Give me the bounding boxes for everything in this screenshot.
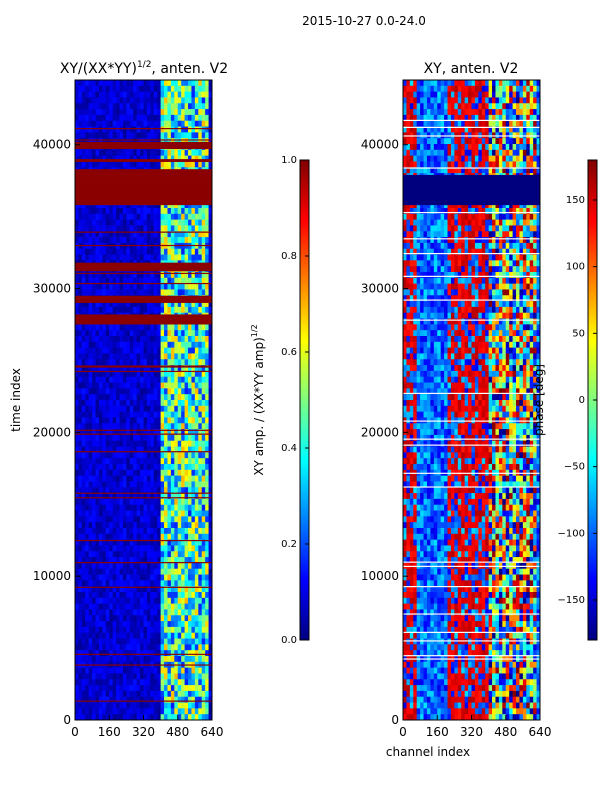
- panel-amplitude: XY/(XX*YY)1/2, anten. V2 time index 0 160…: [9, 60, 228, 739]
- x-tick-label: 640: [201, 725, 224, 739]
- phase-title: XY, anten. V2: [424, 61, 519, 77]
- amplitude-title-suffix: , anten. V2: [151, 61, 228, 77]
- y-tick-label: 20000: [33, 425, 71, 439]
- colorbar-tick-label: 150: [566, 195, 585, 206]
- x-tick-label: 320: [460, 725, 483, 739]
- y-tick-label: 20000: [361, 425, 399, 439]
- colorbar-tick-label: 0.0: [281, 635, 297, 646]
- amplitude-title: XY/(XX*YY)1/2, anten. V2: [60, 60, 228, 77]
- phase-colorbar-label: phase [deg]: [532, 364, 546, 436]
- colorbar-tick-label: 0.4: [281, 443, 297, 454]
- colorbar-tick-label: −50: [564, 462, 585, 473]
- x-tick-label: 160: [426, 725, 449, 739]
- y-tick-label: 0: [63, 713, 71, 727]
- amplitude-colorbar: 0.0 0.2 0.4 0.6 0.8 1.0 XY amp. / (XX*YY amp)…: [250, 155, 310, 646]
- amplitude-colorbar-label-main: XY amp. / (XX*YY amp): [252, 337, 266, 475]
- panel-phase: XY, anten. V2 channel index 0 160 320 480 64…: [361, 61, 552, 759]
- y-tick-label: 30000: [33, 282, 71, 296]
- x-tick-label: 0: [399, 725, 407, 739]
- x-tick-label: 320: [132, 725, 155, 739]
- y-tick-label: 30000: [361, 282, 399, 296]
- amplitude-title-exponent: 1/2: [137, 60, 151, 70]
- colorbar-tick-label: 100: [566, 262, 585, 273]
- y-tick-label: 40000: [361, 138, 399, 152]
- y-tick-label: 10000: [361, 569, 399, 583]
- colorbar-tick-label: 0.2: [281, 539, 297, 550]
- colorbar-tick-label: 0.6: [281, 347, 297, 358]
- figure-title: 2015-10-27 0.0-24.0: [302, 14, 426, 28]
- colorbar-tick-label: −150: [558, 595, 585, 606]
- amplitude-colorbar-label: XY amp. / (XX*YY amp)1/2: [250, 324, 266, 475]
- phase-heatmap: [403, 80, 540, 720]
- amplitude-y-label: time index: [9, 368, 23, 432]
- colorbar-tick-label: 50: [572, 328, 585, 339]
- phase-x-label: channel index: [386, 745, 470, 759]
- phase-colorbar-ticks: −150 −100 −50 0 50 100 150: [558, 195, 597, 606]
- amplitude-axis-ticks: 0 160 320 480 640 0 10000 20000 30000 40000: [33, 138, 224, 739]
- y-tick-label: 0: [391, 713, 399, 727]
- amplitude-title-main: XY/(XX*YY): [60, 61, 137, 77]
- x-tick-label: 0: [71, 725, 79, 739]
- x-tick-label: 160: [98, 725, 121, 739]
- amplitude-colorbar-label-exponent: 1/2: [250, 324, 259, 337]
- amplitude-colorbar-ticks: 0.0 0.2 0.4 0.6 0.8 1.0: [281, 155, 309, 646]
- phase-axis-ticks: 0 160 320 480 640 0 10000 20000 30000 40000: [361, 138, 552, 739]
- amplitude-heatmap: [75, 80, 212, 720]
- colorbar-tick-label: 0.8: [281, 251, 297, 262]
- x-tick-label: 480: [166, 725, 189, 739]
- y-tick-label: 10000: [33, 569, 71, 583]
- colorbar-tick-label: −100: [558, 528, 585, 539]
- y-tick-label: 40000: [33, 138, 71, 152]
- amplitude-colorbar-gradient: [299, 159, 310, 641]
- x-tick-label: 640: [529, 725, 552, 739]
- colorbar-tick-label: 1.0: [281, 155, 297, 166]
- phase-colorbar: −150 −100 −50 0 50 100 150 phase [deg]: [532, 159, 598, 641]
- x-tick-label: 480: [494, 725, 517, 739]
- colorbar-tick-label: 0: [579, 395, 585, 406]
